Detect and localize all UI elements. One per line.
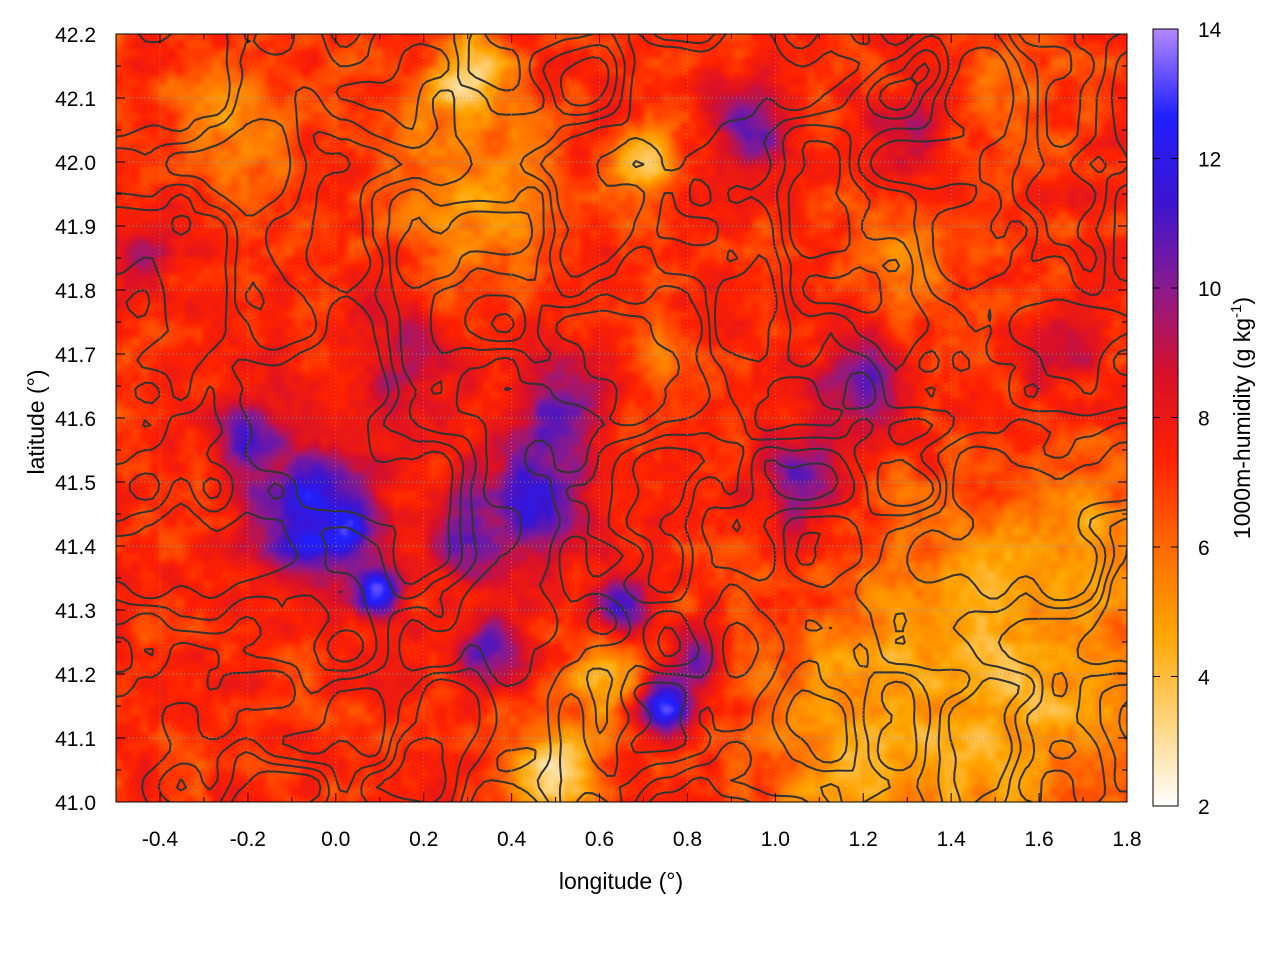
x-tick-label: 0.2 xyxy=(409,828,438,851)
colorbar-tick-label: 12 xyxy=(1198,149,1221,172)
x-tick-label: 0.0 xyxy=(321,828,350,851)
y-tick-label: 42.1 xyxy=(55,88,96,111)
x-tick-label: 1.8 xyxy=(1112,828,1141,851)
colorbar-tick-label: 10 xyxy=(1198,278,1221,301)
contour-line-3 xyxy=(116,34,1127,802)
x-axis: -0.4 -0.2 0.0 0.2 0.4 0.6 0.8 1.0 1.2 1.4 1.6 1.8 xyxy=(115,34,1142,851)
x-tick-label: -0.4 xyxy=(142,828,179,851)
colorbar-tick-label: 6 xyxy=(1198,537,1210,560)
colorbar-tick-label: 2 xyxy=(1198,796,1210,819)
colorbar-axis: 2 4 6 8 10 12 14 xyxy=(1153,19,1222,819)
x-tick-label: 1.2 xyxy=(849,828,878,851)
y-tick-label: 41.6 xyxy=(55,408,96,431)
colorbar-title: 1000m-humidity (g kg-1) xyxy=(1228,297,1255,539)
y-tick-label: 42.2 xyxy=(55,24,96,47)
x-tick-label: 1.6 xyxy=(1024,828,1053,851)
y-tick-label: 42.0 xyxy=(55,152,96,175)
contour-line-0 xyxy=(116,34,1127,802)
colorbar-tick-label: 8 xyxy=(1198,408,1210,431)
y-tick-label: 41.0 xyxy=(55,792,96,815)
x-tick-label: 0.8 xyxy=(673,828,702,851)
colorbar-tick-label: 14 xyxy=(1198,19,1222,42)
y-tick-label: 41.2 xyxy=(55,664,96,687)
y-tick-label: 41.7 xyxy=(55,344,96,367)
y-tick-label: 41.1 xyxy=(55,728,96,751)
x-tick-label: 1.0 xyxy=(761,828,790,851)
colorbar-title-text: 1000m-humidity (g kg xyxy=(1229,318,1255,539)
colorbar-title-end: ) xyxy=(1229,297,1255,305)
terrain-contours xyxy=(116,34,1127,802)
y-tick-label: 41.4 xyxy=(55,536,96,559)
contour-line-1 xyxy=(116,34,1127,802)
x-axis-title: longitude (°) xyxy=(559,868,683,894)
y-axis: 41.0 41.1 41.2 41.3 41.4 41.5 41.6 41.7 41.8 41.9… xyxy=(55,24,1127,815)
y-tick-label: 41.5 xyxy=(55,472,96,495)
contour-line-2 xyxy=(116,34,1127,802)
y-tick-label: 41.8 xyxy=(55,280,96,303)
y-tick-label: 41.3 xyxy=(55,600,96,623)
y-axis-title: latitude (°) xyxy=(23,369,49,474)
x-tick-label: 0.4 xyxy=(497,828,527,851)
colorbar-title-superscript: -1 xyxy=(1228,305,1245,318)
y-tick-label: 41.9 xyxy=(55,216,96,239)
x-tick-label: 1.4 xyxy=(937,828,967,851)
x-tick-label: 0.6 xyxy=(585,828,614,851)
colorbar-tick-label: 4 xyxy=(1198,667,1210,690)
x-tick-label: -0.2 xyxy=(230,828,266,851)
